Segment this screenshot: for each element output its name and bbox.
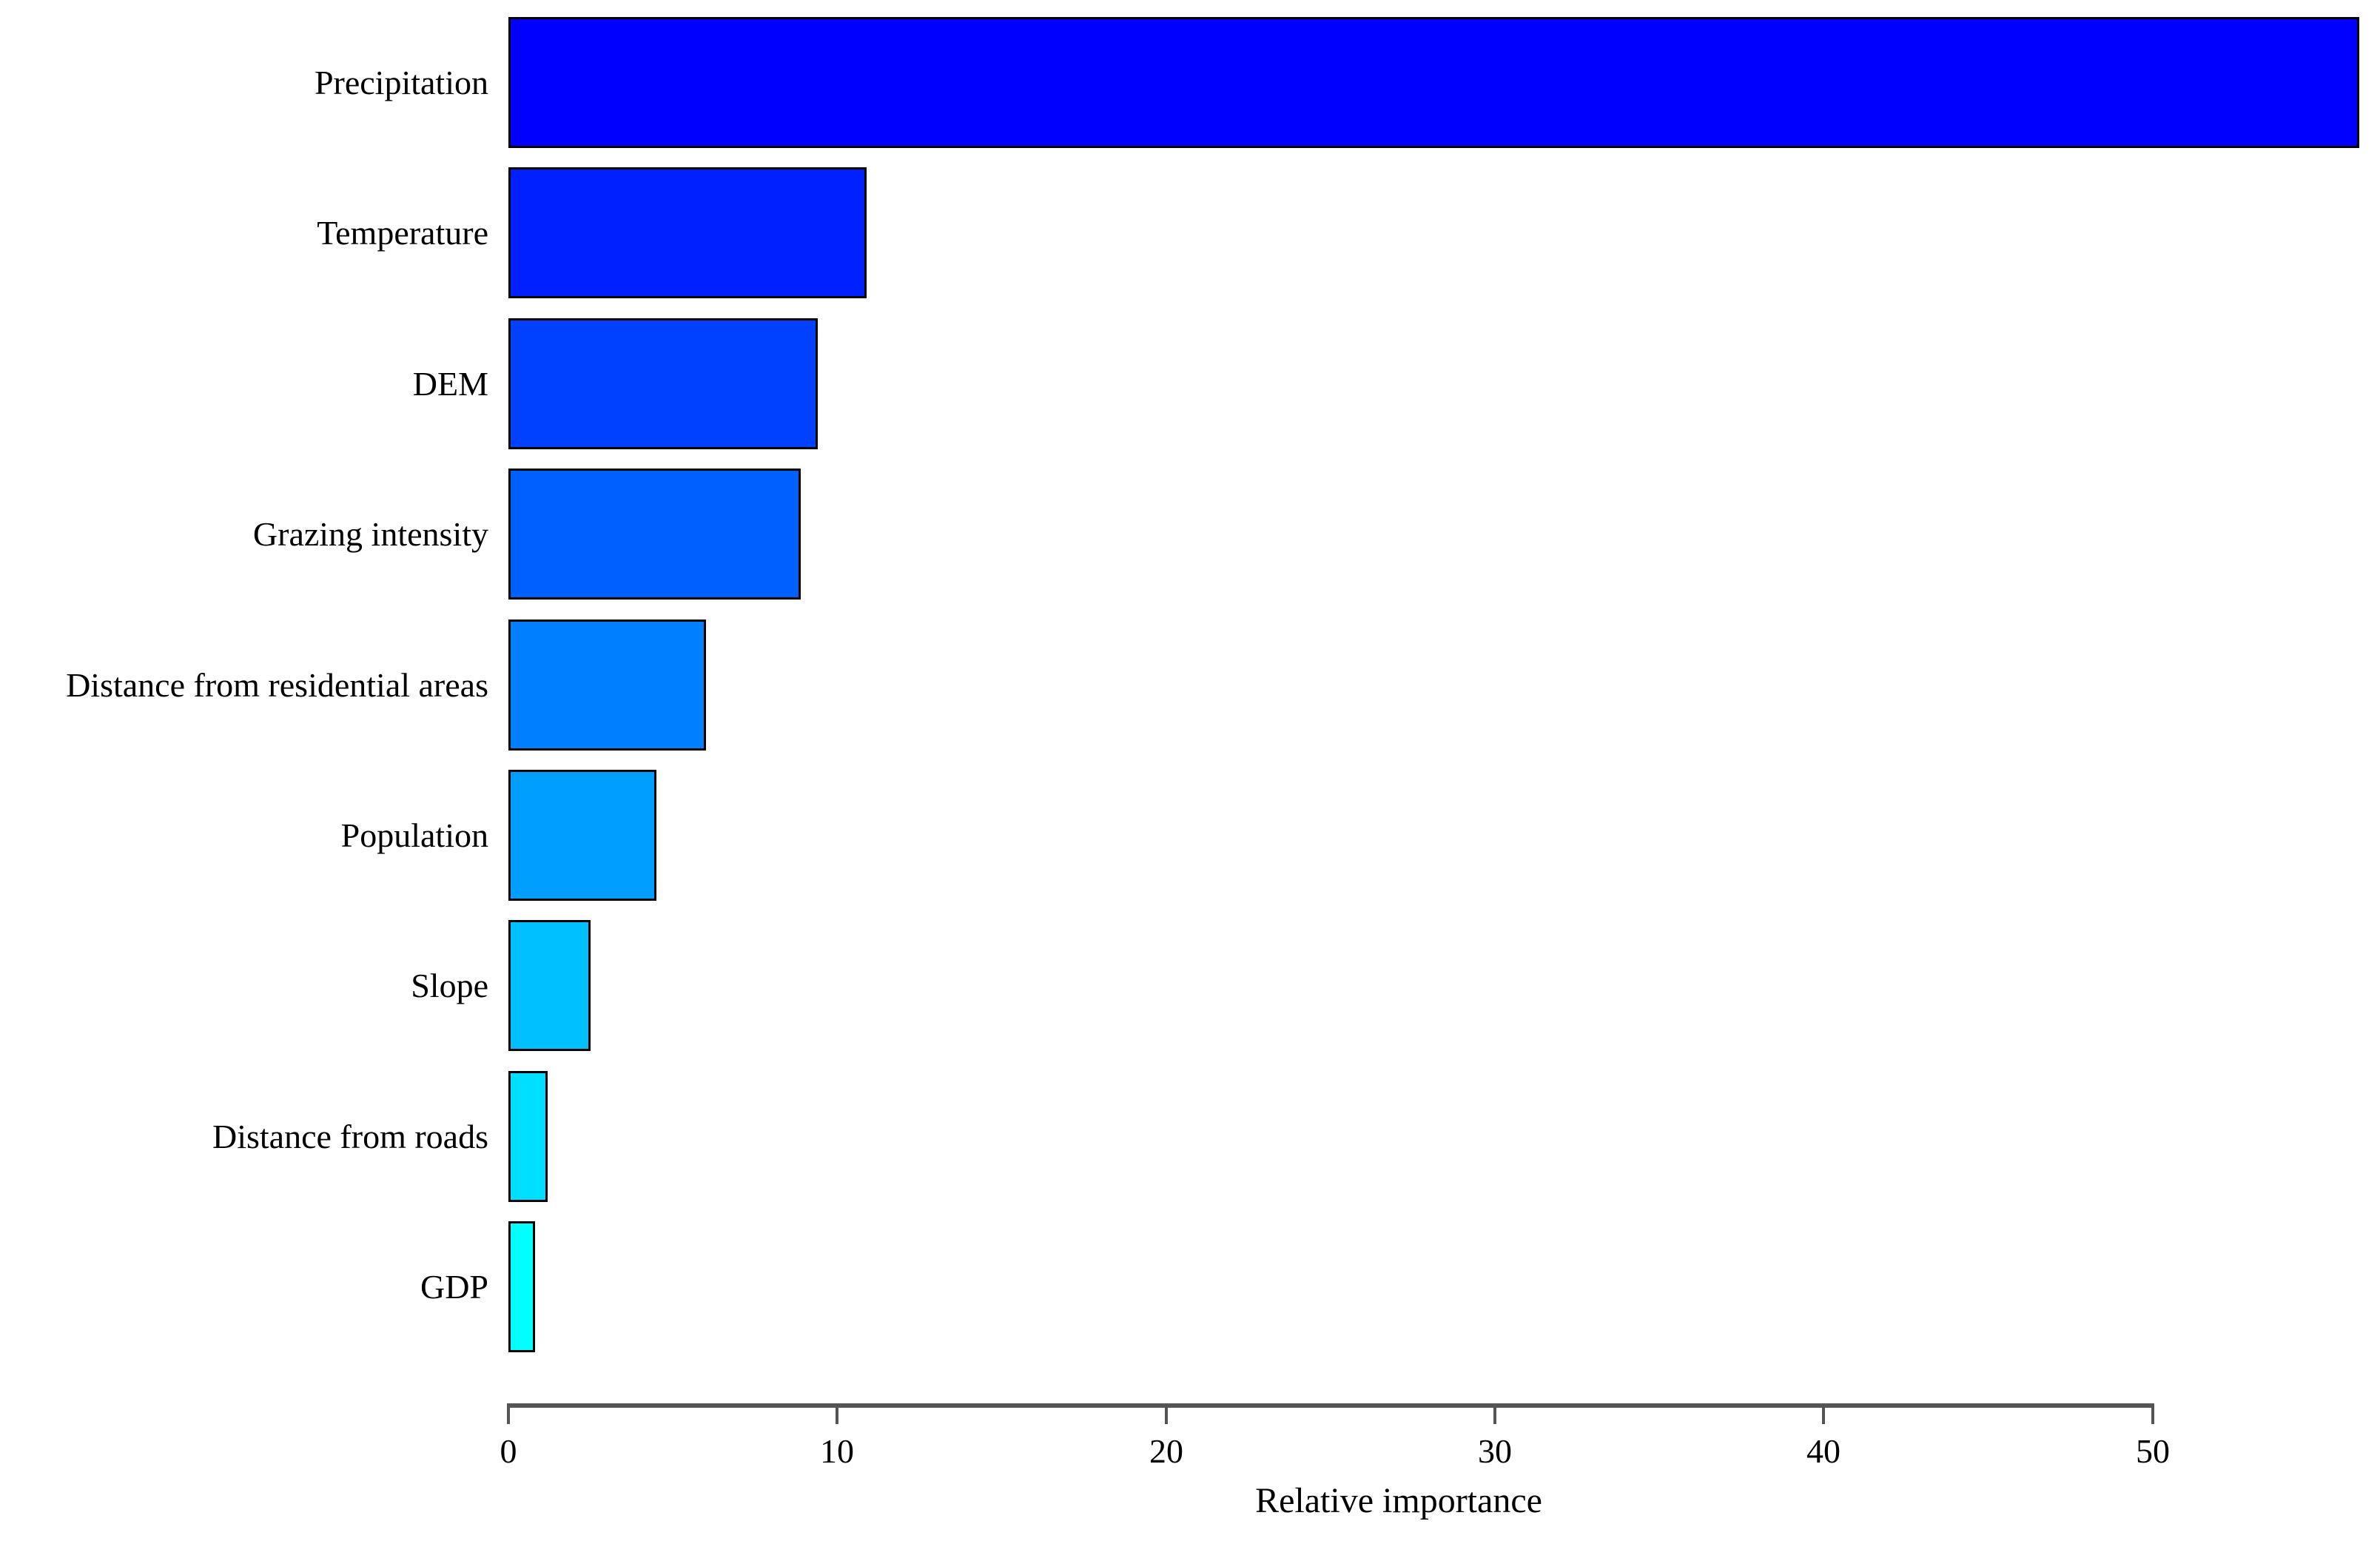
- bar: [508, 318, 818, 449]
- category-label: Distance from residential areas: [66, 665, 488, 704]
- x-tick-mark: [1165, 1408, 1168, 1424]
- category-label: Population: [340, 816, 488, 854]
- category-label: Grazing intensity: [252, 515, 488, 554]
- x-tick-label: 20: [1149, 1432, 1183, 1470]
- bar: [508, 167, 867, 299]
- x-tick-mark: [507, 1408, 510, 1424]
- bar: [508, 619, 706, 751]
- bar: [508, 469, 801, 600]
- category-label: Temperature: [317, 214, 488, 252]
- x-tick-label: 0: [500, 1432, 517, 1470]
- x-tick-mark: [1493, 1408, 1496, 1424]
- x-tick-label: 50: [2136, 1432, 2170, 1470]
- bar: [508, 17, 2359, 148]
- x-tick-label: 10: [820, 1432, 854, 1470]
- category-label: Distance from roads: [212, 1117, 488, 1155]
- x-tick-mark: [2151, 1408, 2154, 1424]
- category-label: Precipitation: [314, 64, 488, 101]
- category-label: Slope: [411, 967, 488, 1005]
- category-label: GDP: [420, 1268, 488, 1306]
- bar: [508, 770, 656, 901]
- x-tick-label: 30: [1478, 1432, 1512, 1470]
- x-axis-title: Relative importance: [1255, 1481, 1542, 1520]
- category-label: DEM: [412, 364, 488, 403]
- x-tick-mark: [836, 1408, 838, 1424]
- bar: [508, 920, 591, 1052]
- x-tick-mark: [1822, 1408, 1825, 1424]
- bar: [508, 1221, 535, 1353]
- x-tick-label: 40: [1806, 1432, 1841, 1470]
- x-axis-line: [507, 1403, 2154, 1408]
- bar: [508, 1070, 548, 1202]
